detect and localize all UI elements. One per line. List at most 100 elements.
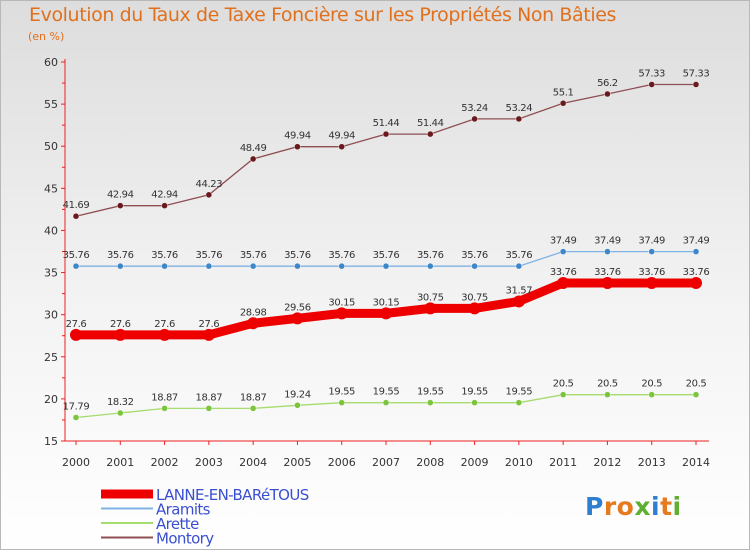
data-label: 20.5 (641, 379, 662, 390)
data-point (72, 213, 80, 220)
data-label: 51.44 (373, 118, 400, 129)
x-tick-label: 2004 (239, 456, 267, 469)
x-tick-label: 2003 (195, 456, 223, 469)
y-tick-label: 50 (44, 140, 58, 153)
logo-letter: P (585, 492, 604, 521)
data-point (690, 276, 702, 289)
data-label: 48.49 (240, 143, 267, 154)
data-point (604, 90, 611, 98)
data-point (692, 248, 700, 255)
data-label: 37.49 (594, 236, 621, 247)
data-point (382, 399, 390, 406)
data-label: 20.5 (686, 379, 707, 390)
data-label: 19.55 (461, 387, 488, 398)
data-label: 33.76 (550, 267, 577, 278)
data-label: 27.6 (66, 319, 87, 330)
data-point (338, 143, 345, 150)
data-point (338, 262, 345, 270)
data-label: 33.76 (594, 267, 621, 278)
data-label: 19.24 (284, 389, 311, 400)
y-tick-label: 55 (44, 98, 58, 111)
data-label: 55.1 (553, 87, 574, 98)
data-label: 19.55 (373, 387, 400, 398)
data-label: 18.87 (151, 392, 178, 403)
x-tick-label: 2002 (151, 456, 179, 469)
data-point (72, 262, 80, 270)
data-point (202, 328, 215, 341)
x-tick-label: 2010 (505, 456, 533, 469)
data-label: 20.5 (597, 379, 618, 390)
logo-letter: o (616, 492, 635, 521)
data-point (161, 262, 168, 270)
data-point (335, 307, 348, 320)
data-point (72, 414, 80, 421)
data-label: 30.15 (373, 297, 400, 308)
data-point (648, 248, 655, 255)
x-tick-label: 2012 (593, 456, 621, 469)
logo-letter: x (634, 492, 651, 521)
y-tick-label: 30 (44, 309, 58, 322)
data-label: 35.76 (151, 250, 178, 261)
data-point (604, 391, 611, 398)
y-tick-label: 40 (44, 224, 58, 237)
data-label: 49.94 (328, 131, 355, 142)
y-tick-label: 60 (44, 56, 58, 69)
data-point (291, 312, 304, 325)
data-label: 27.6 (110, 319, 131, 330)
x-tick-label: 2013 (638, 456, 666, 469)
data-label: 35.76 (328, 250, 355, 261)
data-point (117, 202, 124, 209)
data-label: 20.5 (553, 379, 574, 390)
data-point (294, 143, 301, 150)
data-point (557, 276, 570, 289)
data-label: 57.33 (638, 68, 665, 79)
data-label: 41.69 (63, 200, 90, 211)
y-tick-label: 15 (44, 435, 58, 448)
data-point (648, 391, 655, 398)
data-label: 42.94 (151, 190, 178, 201)
data-label: 44.23 (196, 179, 223, 190)
data-label: 35.76 (373, 250, 400, 261)
logo-letter: r (603, 492, 617, 521)
data-point (117, 409, 124, 417)
data-label: 37.49 (683, 236, 710, 247)
logo-letter: t (660, 492, 673, 521)
data-label: 33.76 (638, 267, 665, 278)
data-point (249, 155, 257, 163)
data-label: 30.15 (328, 297, 355, 308)
x-tick-label: 2009 (461, 456, 489, 469)
logo-letter: i (651, 492, 661, 521)
data-point (601, 276, 614, 289)
data-point (645, 276, 658, 289)
data-label: 35.76 (461, 250, 488, 261)
data-point (604, 248, 611, 255)
data-point (205, 262, 213, 270)
data-point (512, 295, 525, 308)
data-label: 19.55 (417, 387, 444, 398)
y-tick-label: 25 (44, 351, 58, 364)
data-label: 37.49 (638, 236, 665, 247)
data-point (161, 202, 168, 209)
data-point (249, 405, 257, 412)
data-point (515, 115, 523, 123)
data-point (471, 399, 478, 406)
data-point (247, 317, 260, 330)
data-point (382, 130, 390, 138)
data-label: 30.75 (461, 292, 488, 303)
proxiti-logo: Proxiti (585, 492, 682, 521)
data-point (424, 302, 437, 315)
data-label: 17.79 (63, 402, 90, 413)
x-tick-label: 2006 (328, 456, 356, 469)
data-label: 53.24 (461, 103, 488, 114)
data-point (161, 405, 168, 412)
data-label: 19.55 (506, 387, 533, 398)
data-label: 29.56 (284, 302, 311, 313)
data-label: 35.76 (107, 250, 134, 261)
data-label: 53.24 (506, 103, 533, 114)
y-tick-label: 45 (44, 182, 58, 195)
data-point (249, 262, 257, 270)
data-label: 30.75 (417, 292, 444, 303)
data-point (559, 100, 567, 107)
